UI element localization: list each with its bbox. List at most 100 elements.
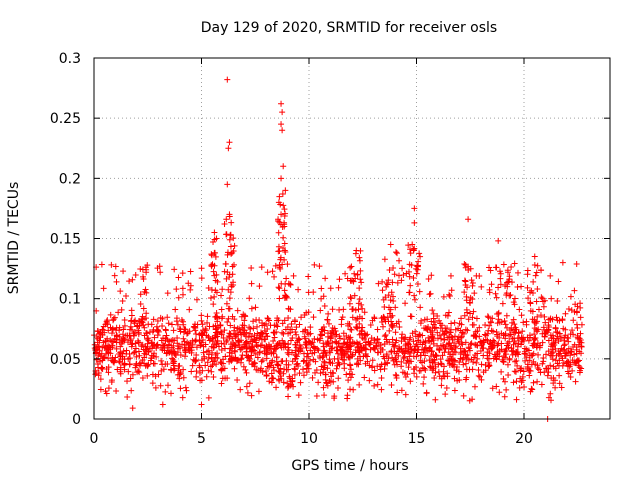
data-point — [478, 361, 485, 368]
data-point — [572, 301, 579, 308]
data-point — [436, 332, 443, 339]
data-point — [194, 321, 201, 328]
data-point — [469, 296, 476, 303]
data-point — [276, 248, 283, 255]
data-point — [310, 356, 317, 363]
data-point — [293, 331, 300, 338]
y-tick-label: 0.05 — [50, 352, 81, 368]
data-point — [246, 324, 253, 331]
data-point — [438, 382, 445, 389]
data-point — [324, 338, 331, 345]
data-point — [503, 324, 510, 331]
data-point — [226, 139, 233, 146]
data-point — [505, 372, 512, 379]
data-point — [532, 361, 539, 368]
data-point — [189, 362, 196, 369]
data-point — [540, 358, 547, 365]
data-point — [434, 313, 441, 320]
data-point — [541, 369, 548, 376]
data-point — [174, 340, 181, 347]
data-point — [461, 312, 468, 319]
data-point — [164, 361, 171, 368]
data-point — [97, 376, 104, 383]
data-point — [270, 375, 277, 382]
data-points — [91, 76, 585, 422]
data-point — [303, 369, 310, 376]
data-point — [409, 241, 416, 248]
data-point — [429, 334, 436, 341]
data-point — [226, 211, 233, 218]
data-point — [210, 268, 217, 275]
data-point — [565, 338, 572, 345]
data-point — [304, 362, 311, 369]
data-point — [268, 350, 275, 357]
data-point — [531, 262, 538, 269]
data-point — [227, 322, 234, 329]
data-point — [571, 287, 578, 294]
data-point — [453, 363, 460, 370]
data-point — [352, 307, 359, 314]
data-point — [408, 358, 415, 365]
data-point — [318, 363, 325, 370]
data-point — [564, 334, 571, 341]
data-point — [99, 326, 106, 333]
data-point — [219, 365, 226, 372]
data-point — [448, 287, 455, 294]
data-point — [347, 374, 354, 381]
data-point — [246, 380, 253, 387]
data-point — [461, 261, 468, 268]
data-point — [569, 327, 576, 334]
data-point — [521, 383, 528, 390]
data-point — [222, 260, 229, 267]
data-point — [361, 345, 368, 352]
data-point — [171, 358, 178, 365]
data-point — [163, 350, 170, 357]
data-point — [275, 243, 282, 250]
data-point — [531, 325, 538, 332]
data-point — [412, 296, 419, 303]
data-point — [478, 376, 485, 383]
data-point — [296, 321, 303, 328]
data-point — [472, 351, 479, 358]
data-point — [317, 354, 324, 361]
data-point — [132, 271, 139, 278]
data-point — [119, 298, 126, 305]
data-point — [217, 321, 224, 328]
data-point — [135, 339, 142, 346]
data-point — [423, 390, 430, 397]
data-point — [282, 210, 289, 217]
data-point — [423, 325, 430, 332]
data-point — [446, 353, 453, 360]
data-point — [271, 329, 278, 336]
data-point — [127, 336, 134, 343]
data-point — [371, 367, 378, 374]
data-point — [487, 341, 494, 348]
data-point — [417, 253, 424, 260]
data-point — [567, 352, 574, 359]
data-point — [542, 365, 549, 372]
data-point — [173, 318, 180, 325]
data-point — [381, 303, 388, 310]
data-point — [149, 380, 156, 387]
data-point — [393, 337, 400, 344]
data-point — [276, 219, 283, 226]
data-point — [386, 266, 393, 273]
data-point — [343, 371, 350, 378]
data-point — [203, 373, 210, 380]
data-point — [139, 375, 146, 382]
data-point — [463, 355, 470, 362]
data-point — [281, 206, 288, 213]
data-point — [389, 293, 396, 300]
data-point — [177, 328, 184, 335]
data-point — [577, 330, 584, 337]
data-point — [158, 357, 165, 364]
data-point — [386, 310, 393, 317]
data-point — [311, 261, 318, 268]
data-point — [406, 273, 413, 280]
data-point — [244, 389, 251, 396]
data-point — [348, 366, 355, 373]
data-point — [381, 365, 388, 372]
data-point — [117, 359, 124, 366]
data-point — [193, 368, 200, 375]
data-point — [436, 347, 443, 354]
